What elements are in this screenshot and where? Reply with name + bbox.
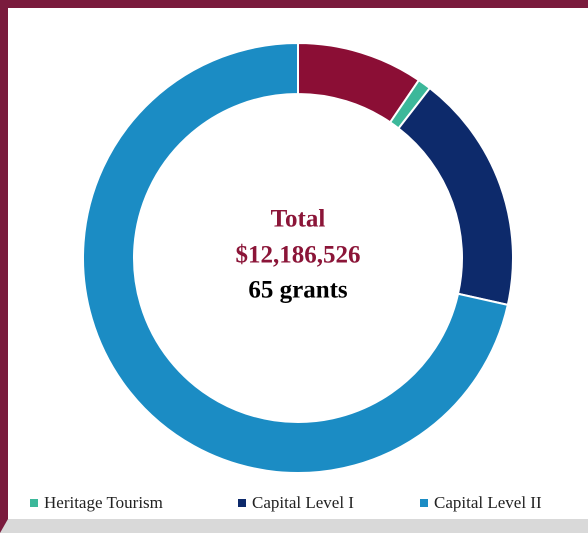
legend-swatch <box>238 499 246 507</box>
legend-label: Capital Level I <box>252 493 354 512</box>
donut-segment <box>397 86 514 307</box>
center-label: Total <box>271 206 326 233</box>
center-count: 65 grants <box>248 277 348 304</box>
legend-swatch <box>420 499 428 507</box>
legend-label: Heritage Tourism <box>44 493 163 512</box>
donut-segment <box>82 41 510 474</box>
center-total: $12,186,526 <box>236 242 361 269</box>
legend-label: Capital Level II <box>434 493 542 512</box>
legend-swatch <box>30 499 38 507</box>
